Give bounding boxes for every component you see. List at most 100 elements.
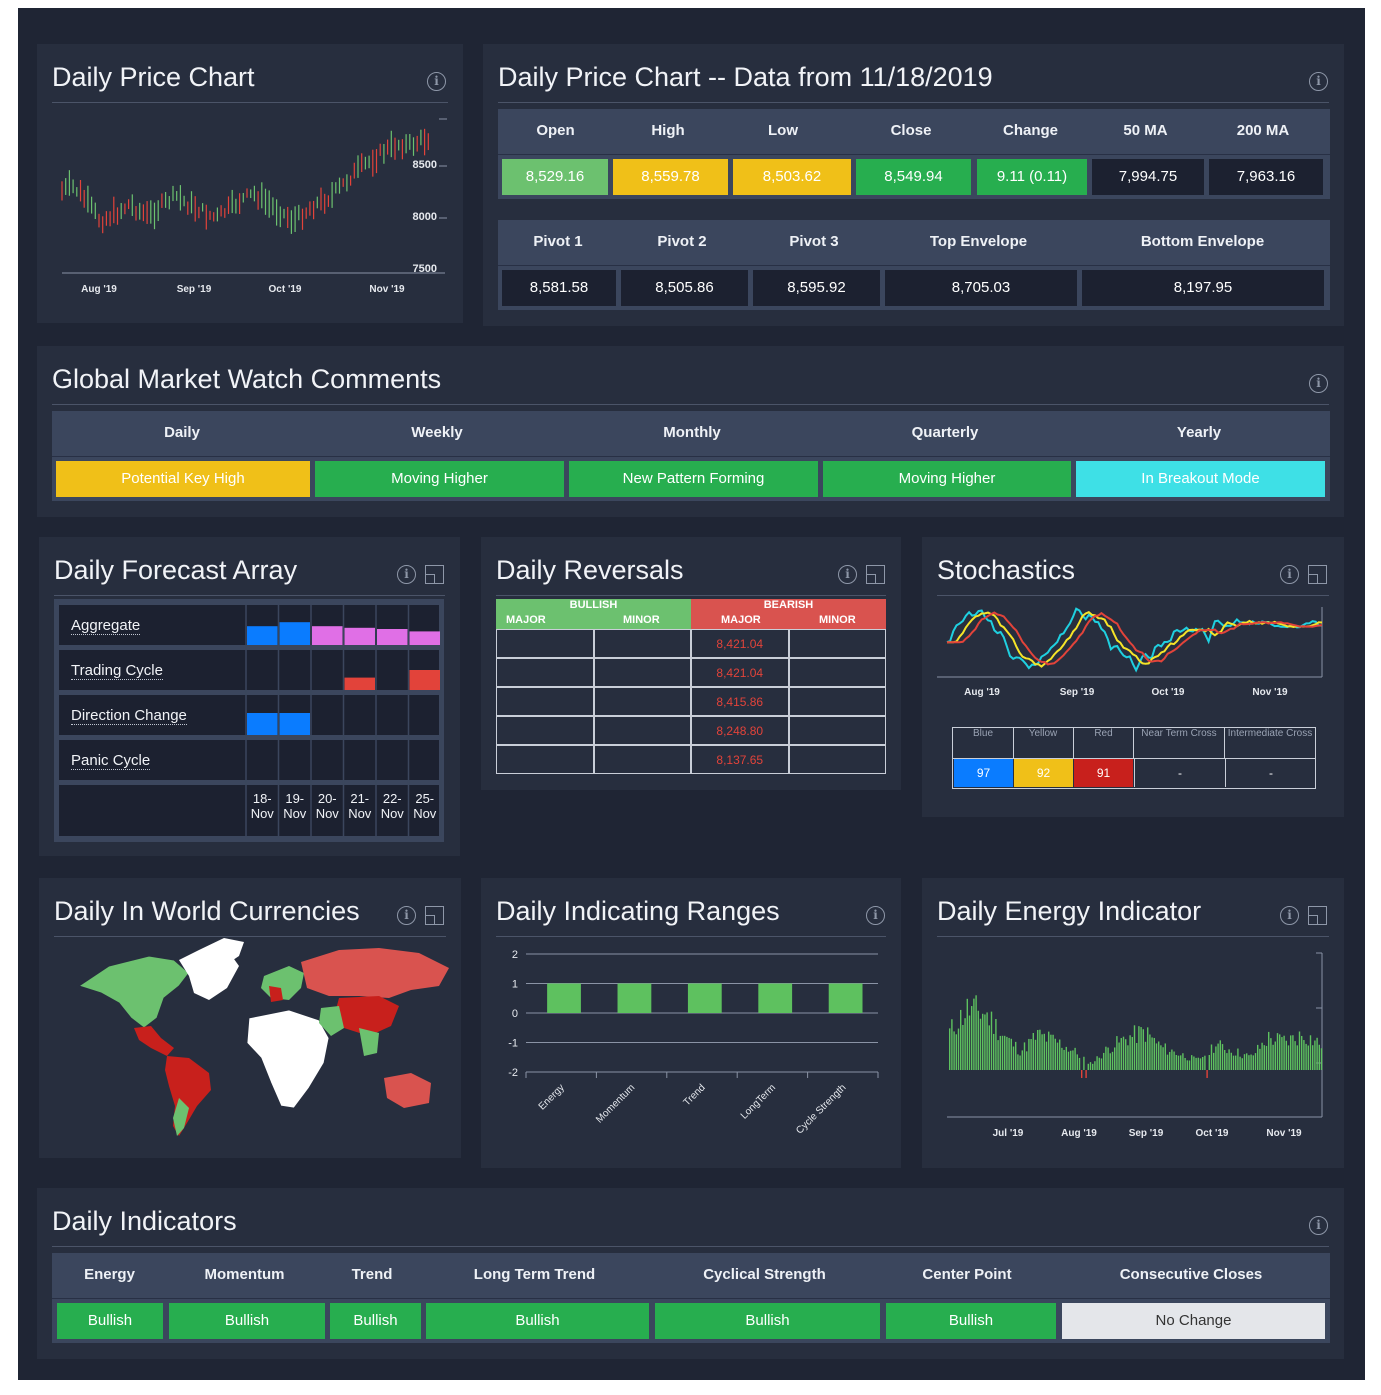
ma50-value: 7,994.75 <box>1092 159 1204 195</box>
energy-bar <box>1096 1056 1098 1070</box>
energy-bar <box>1252 1055 1254 1070</box>
energy-bar <box>1290 1035 1292 1070</box>
stochastic-line <box>947 611 1323 668</box>
column-header: Momentum <box>204 1266 285 1283</box>
energy-bar <box>1092 1063 1094 1070</box>
energy-bar <box>1186 1060 1188 1070</box>
energy-bar <box>1081 1070 1083 1078</box>
reversal-cell <box>593 658 691 687</box>
info-icon[interactable]: i <box>838 565 857 584</box>
expand-icon[interactable] <box>425 906 444 925</box>
date-month: Nov <box>348 806 372 821</box>
energy-bar <box>1250 1054 1252 1070</box>
info-icon[interactable]: i <box>427 72 446 91</box>
energy-bar <box>1076 1054 1078 1070</box>
energy-bar <box>1237 1048 1239 1070</box>
expand-icon[interactable] <box>425 565 444 584</box>
blue-value: 97 <box>954 759 1013 787</box>
row-label[interactable]: Trading Cycle <box>71 662 163 680</box>
column-header: Pivot 2 <box>657 233 707 250</box>
energy-bar <box>1078 1057 1081 1070</box>
date-month: Nov <box>315 806 339 821</box>
range-bar <box>687 983 722 1013</box>
y-tick-label: -1 <box>508 1038 518 1050</box>
energy-bar <box>1094 1061 1096 1070</box>
info-icon[interactable]: i <box>397 906 416 925</box>
date-day: 22- <box>382 791 402 806</box>
energy-bar <box>1105 1046 1107 1070</box>
info-icon[interactable]: i <box>1309 72 1328 91</box>
energy-bar <box>1164 1043 1166 1070</box>
info-icon[interactable]: i <box>1280 565 1299 584</box>
bullish-header: BULLISH MAJOR MINOR <box>496 599 691 629</box>
energy-bar <box>1206 1070 1208 1078</box>
energy-bar <box>999 1035 1001 1070</box>
energy-bar <box>1008 1037 1010 1070</box>
expand-icon[interactable] <box>1308 565 1327 584</box>
x-category-label: Momentum <box>594 1082 637 1125</box>
reversal-cell <box>593 629 691 658</box>
reversal-cell <box>496 716 594 745</box>
energy-bar <box>1241 1058 1243 1070</box>
energy-bar <box>1133 1025 1136 1070</box>
column-header: Quarterly <box>911 424 979 441</box>
column-header: Pivot 1 <box>533 233 583 250</box>
column-header: Daily <box>164 424 200 441</box>
reversal-row: 8,137.65 <box>496 745 886 774</box>
energy-bar <box>1098 1057 1100 1070</box>
energy-bar <box>990 1011 993 1070</box>
expand-icon[interactable] <box>1308 906 1327 925</box>
intermediate-cross-value: - <box>1225 759 1316 787</box>
high-value: 8,559.78 <box>613 159 728 195</box>
world-map <box>77 938 449 1136</box>
energy-bar <box>1085 1070 1087 1078</box>
energy-bar <box>1160 1045 1162 1070</box>
energy-bar <box>986 1012 988 1070</box>
reversal-cell <box>593 745 691 774</box>
info-icon[interactable]: i <box>1309 1216 1328 1235</box>
center-point-value: Bullish <box>886 1303 1056 1339</box>
info-icon[interactable]: i <box>1309 374 1328 393</box>
divider <box>496 936 886 937</box>
energy-bar <box>1318 1044 1320 1070</box>
energy-bar <box>1314 1040 1316 1070</box>
daily-comment: Potential Key High <box>56 461 310 497</box>
row-label[interactable]: Aggregate <box>71 617 141 635</box>
info-icon[interactable]: i <box>866 906 885 925</box>
energy-bar <box>1292 1035 1294 1070</box>
info-icon[interactable]: i <box>1280 906 1299 925</box>
energy-bar <box>957 1028 960 1070</box>
reversal-row: 8,421.04 <box>496 629 886 658</box>
energy-bar <box>982 1013 984 1070</box>
x-tick-label: Sep '19 <box>1060 687 1095 698</box>
reversal-cell: 8,415.86 <box>691 687 789 716</box>
pivot1-value: 8,581.58 <box>502 270 616 306</box>
panel-title: Daily Price Chart -- Data from 11/18/201… <box>498 62 993 92</box>
date-label: 21- Nov <box>344 791 377 821</box>
y-tick-label: 7500 <box>413 263 437 275</box>
energy-bar <box>1265 1045 1268 1070</box>
reversal-cell: 8,421.04 <box>691 629 789 658</box>
energy-bar <box>1129 1035 1131 1070</box>
bottom-envelope-value: 8,197.95 <box>1082 270 1324 306</box>
range-bar <box>828 983 863 1013</box>
x-tick-label: Oct '19 <box>269 284 302 295</box>
energy-bar <box>1193 1056 1195 1070</box>
energy-bar <box>1261 1042 1263 1070</box>
divider <box>52 1246 1329 1247</box>
energy-bar <box>1268 1031 1270 1070</box>
open-value: 8,529.16 <box>502 159 608 195</box>
x-tick-label: Oct '19 <box>1152 687 1185 698</box>
row-label[interactable]: Panic Cycle <box>71 752 151 770</box>
reversal-cell <box>593 716 691 745</box>
energy-bar <box>1131 1036 1133 1070</box>
near-term-cross-value: - <box>1134 759 1225 787</box>
energy-bar <box>1248 1055 1250 1070</box>
energy-bar <box>1215 1046 1217 1070</box>
bullish-label: BULLISH <box>569 599 618 611</box>
panel-title: Daily Indicating Ranges <box>496 896 780 926</box>
energy-bar <box>1037 1029 1039 1070</box>
row-label[interactable]: Direction Change <box>71 707 187 725</box>
expand-icon[interactable] <box>866 565 885 584</box>
info-icon[interactable]: i <box>397 565 416 584</box>
